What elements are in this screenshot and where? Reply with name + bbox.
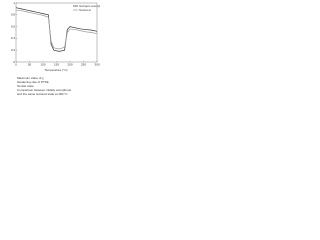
x-axis-label: Temperature (°C) [44,68,67,72]
legend-label: Isotropic amorphous [79,4,100,8]
x-tick-label: 300 [94,62,99,66]
annotation: Comparison between initially amorphous [17,88,72,92]
x-tick-label: 0 [15,62,17,66]
x-tick-label: 150 [54,62,59,66]
annotation: Maximum value of χ [17,76,44,80]
annotation: and the same textured state at 180 °C [17,92,68,96]
y-tick-label: 0.4 [11,36,16,40]
chart: Temperature (°C) 00.20.40.60.810 50 100 150… [11,1,107,96]
x-tick-label: 50 [28,62,32,66]
y-tick-label: 0.6 [11,24,16,28]
x-tick-label: 100 [40,62,45,66]
y-tick-label: 1 [13,1,15,5]
series-line [15,9,98,50]
annotation: Hardening rate of PTFE [17,80,49,84]
x-tick-label: 250 [81,62,86,66]
y-tick-label: 0.2 [11,48,16,52]
y-tick-label: 0 [13,60,15,64]
y-tick-label: 0.8 [11,13,16,17]
x-tick-label: 200 [67,62,72,66]
legend-label: Textured [79,8,91,12]
annotation: Tensile state [17,84,34,88]
series-line [15,7,98,52]
